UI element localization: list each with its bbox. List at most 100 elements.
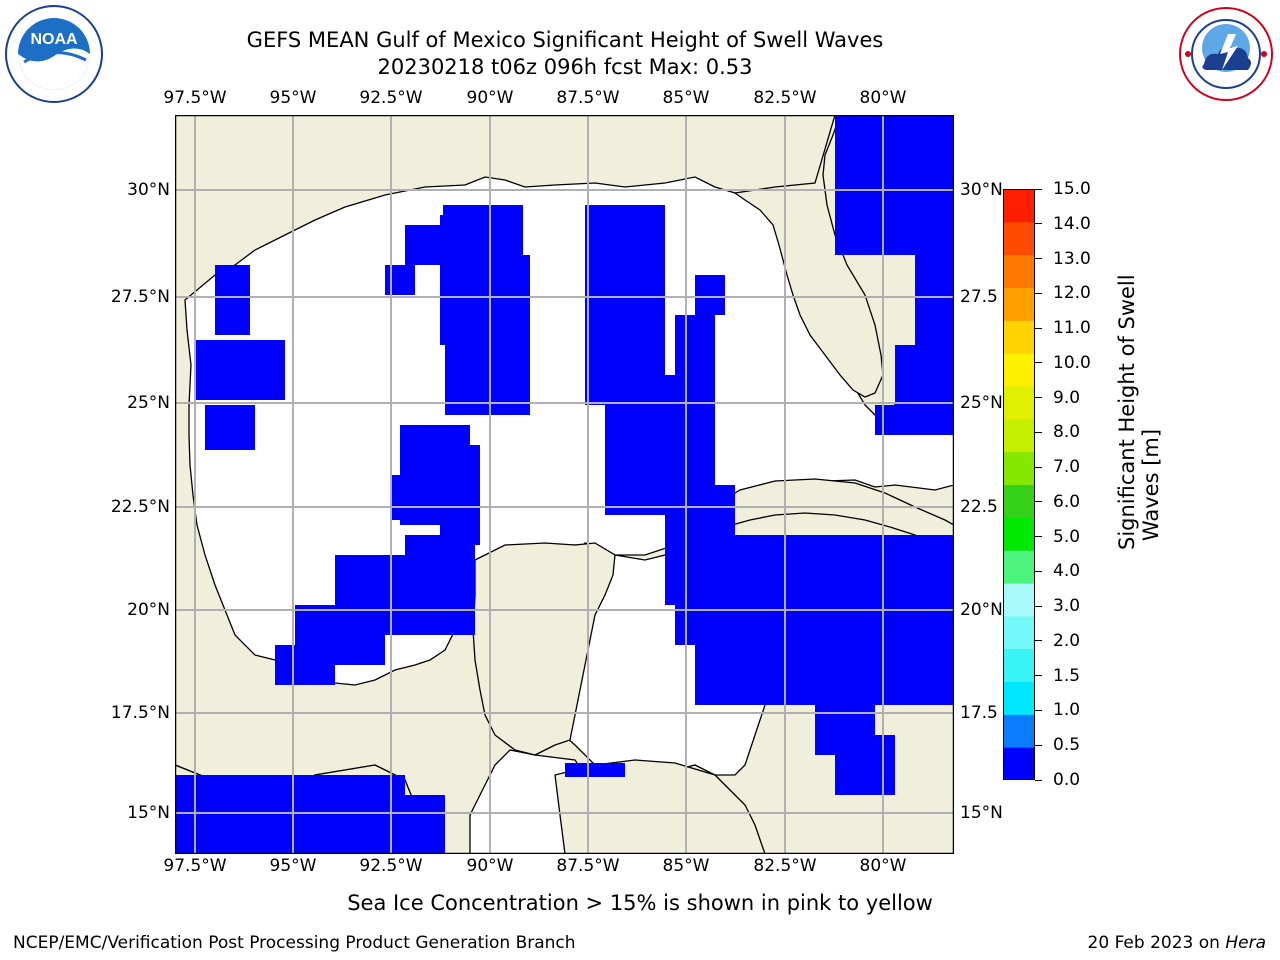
- colorbar-tick-label: 9.0: [1053, 387, 1081, 408]
- colorbar-segment: [1003, 320, 1035, 354]
- colorbar-tick-mark: [1035, 466, 1042, 468]
- honduras-coast: [554, 759, 766, 854]
- colorbar-tick-label: 12.0: [1053, 283, 1091, 304]
- colorbar-tick-mark: [1035, 258, 1042, 260]
- lon-tick-label-bottom: 97.5°W: [163, 856, 227, 876]
- grid-layer: [175, 115, 954, 854]
- colorbar-tick-label: 1.5: [1053, 665, 1081, 686]
- colorbar-segment: [1003, 714, 1035, 748]
- colorbar-tick-mark: [1035, 327, 1042, 329]
- colorbar-segment: [1003, 681, 1035, 715]
- colorbar-label-line2: Waves [m]: [1139, 428, 1163, 542]
- colorbar-tick-label: 11.0: [1053, 318, 1091, 339]
- colorbar-tick-label: 13.0: [1053, 248, 1091, 269]
- colorbar-label: Significant Height of Swell Waves [m]: [1115, 274, 1163, 550]
- colorbar-tick-mark: [1035, 570, 1042, 572]
- colorbar-segment: [1003, 221, 1035, 256]
- colorbar-tick-label: 6.0: [1053, 491, 1081, 512]
- colorbar-segment: [1003, 254, 1035, 288]
- lat-tick-label-right: 17.5: [960, 703, 998, 723]
- swell-cell: [695, 275, 725, 315]
- colorbar-tick-label: 10.0: [1053, 352, 1091, 373]
- colorbar-label-line1: Significant Height of Swell: [1115, 274, 1139, 550]
- lat-tick-label-left: 25°N: [127, 393, 170, 413]
- colorbar-segment: [1003, 517, 1035, 551]
- colorbar-tick-label: 4.0: [1053, 561, 1081, 582]
- colorbar-tick-label: 0.0: [1053, 770, 1081, 790]
- lat-tick-label-right: 15°N: [960, 803, 1003, 823]
- colorbar-tick-mark: [1035, 397, 1042, 399]
- colorbar-segment: [1003, 386, 1035, 420]
- lat-tick-label-right: 25°N: [960, 393, 1003, 413]
- colorbar-frame: [1003, 189, 1035, 780]
- chart-title: GEFS MEAN Gulf of Mexico Significant Hei…: [246, 28, 884, 52]
- swell-cell: [390, 475, 445, 520]
- footer-right: 20 Feb 2023 on Hera: [1088, 933, 1266, 953]
- colorbar-segment: [1003, 418, 1035, 453]
- colorbar-segment: [1003, 287, 1035, 321]
- swell-cell: [695, 635, 795, 705]
- lon-tick-label-bottom: 80°W: [859, 856, 907, 876]
- colorbar-tick-mark: [1035, 779, 1042, 781]
- swell-cell: [895, 345, 954, 405]
- noaa-logo: NOAA: [5, 5, 103, 103]
- swell-cell: [835, 735, 895, 795]
- nws-logo: [1179, 7, 1273, 101]
- lon-tick-label-top: 80°W: [859, 88, 907, 108]
- footer-date: 20 Feb 2023 on: [1087, 933, 1226, 953]
- colorbar-segment: [1003, 583, 1035, 617]
- swell-cell: [565, 763, 625, 777]
- colorbar-segment: [1003, 747, 1035, 780]
- colorbar-tick-label: 0.5: [1053, 735, 1081, 756]
- lat-tick-label-right: 27.5: [960, 287, 998, 307]
- colorbar-tick-mark: [1035, 223, 1042, 225]
- colorbar-segment: [1003, 648, 1035, 682]
- colorbar-tick-label: 3.0: [1053, 596, 1081, 617]
- colorbar-tick-label: 2.0: [1053, 630, 1081, 651]
- colorbar: [1003, 189, 1035, 780]
- lat-tick-label-left: 22.5°N: [110, 497, 170, 517]
- colorbar-tick-mark: [1035, 431, 1042, 433]
- colorbar-tick-label: 8.0: [1053, 422, 1081, 443]
- lon-tick-label-bottom: 87.5°W: [556, 856, 620, 876]
- lat-tick-label-right: 30°N: [960, 180, 1003, 200]
- swell-cell: [875, 405, 954, 435]
- swell-cell: [775, 535, 825, 595]
- footer-left: NCEP/EMC/Verification Post Processing Pr…: [13, 933, 576, 953]
- colorbar-segment: [1003, 353, 1035, 387]
- sea-ice-note: Sea Ice Concentration > 15% is shown in …: [0, 891, 1280, 915]
- colorbar-tick-mark: [1035, 675, 1042, 677]
- colorbar-segment: [1003, 189, 1035, 223]
- colorbar-segment: [1003, 615, 1035, 650]
- colorbar-tick-mark: [1035, 709, 1042, 711]
- lat-tick-label-right: 20°N: [960, 600, 1003, 620]
- colorbar-tick-mark: [1035, 188, 1042, 190]
- lon-tick-label-top: 82.5°W: [753, 88, 817, 108]
- colorbar-tick-label: 15.0: [1053, 179, 1091, 199]
- swell-cell: [195, 340, 285, 400]
- lon-tick-label-top: 87.5°W: [556, 88, 620, 108]
- map-panel: [175, 115, 954, 854]
- colorbar-segment: [1003, 451, 1035, 485]
- swell-cell: [405, 535, 475, 635]
- lat-tick-label-left: 27.5°N: [110, 287, 170, 307]
- swell-cell: [175, 775, 405, 854]
- lat-tick-label-left: 15°N: [127, 803, 170, 823]
- lon-tick-label-top: 95°W: [269, 88, 317, 108]
- swell-cell: [585, 205, 665, 405]
- lat-tick-label-left: 17.5°N: [110, 703, 170, 723]
- colorbar-segment: [1003, 484, 1035, 518]
- sea-ice-note-text: Sea Ice Concentration > 15% is shown in …: [347, 891, 933, 915]
- swell-cell: [440, 215, 480, 345]
- chart-subtitle: 20230218 t06z 096h fcst Max: 0.53: [377, 55, 753, 79]
- colorbar-tick-mark: [1035, 744, 1042, 746]
- swell-cell: [405, 795, 445, 854]
- yucatan-peninsula: [472, 542, 616, 756]
- lat-tick-label-right: 22.5: [960, 497, 998, 517]
- swell-cell: [275, 645, 335, 685]
- colorbar-tick-label: 14.0: [1053, 213, 1091, 234]
- swell-cell: [385, 265, 415, 295]
- map-frame: [175, 115, 954, 854]
- colorbar-tick-mark: [1035, 362, 1042, 364]
- lon-tick-label-bottom: 82.5°W: [753, 856, 817, 876]
